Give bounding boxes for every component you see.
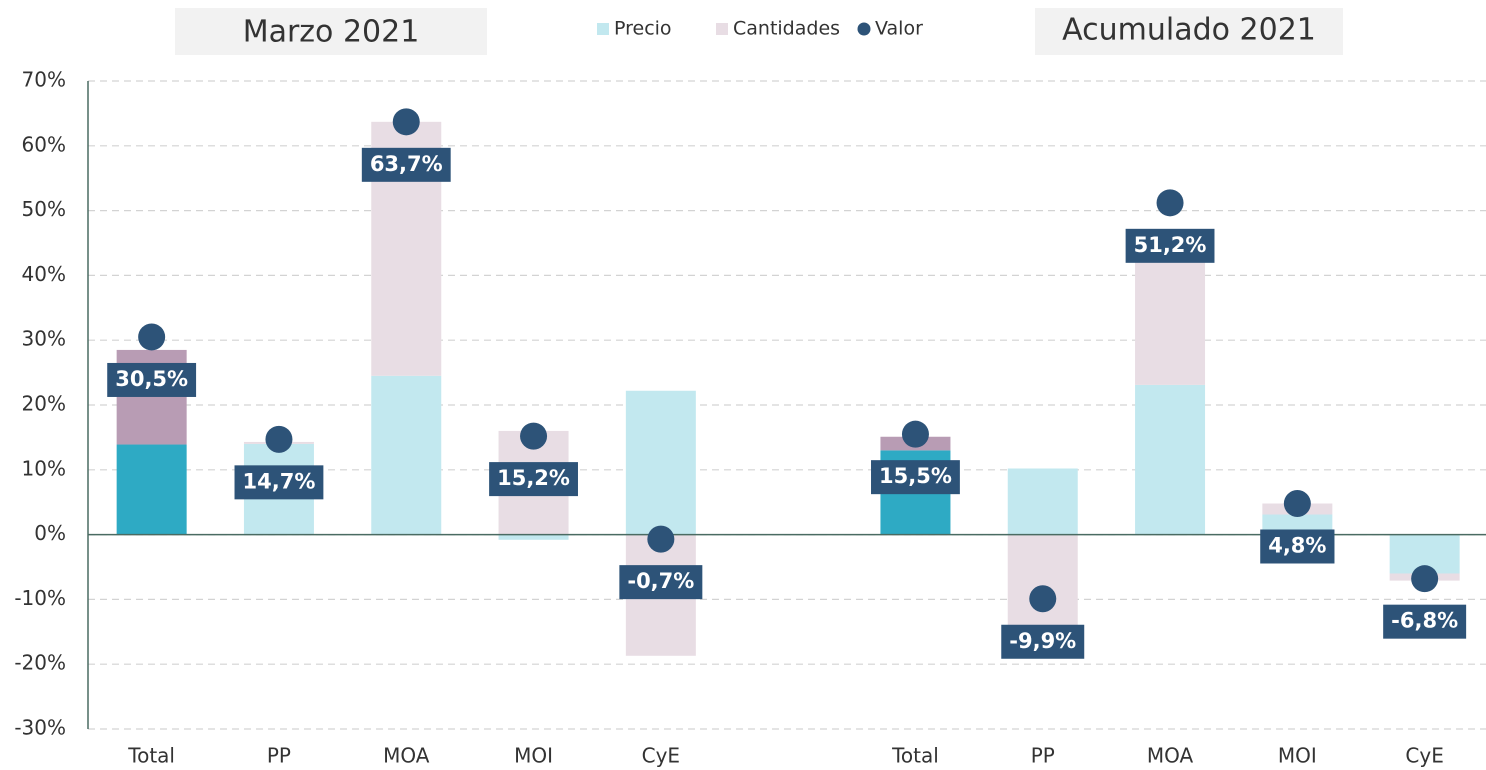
data-label: 51,2% (1125, 228, 1215, 263)
x-tick-label: Total (891, 744, 939, 768)
bar-segment (1135, 384, 1206, 535)
data-label: -6,8% (1383, 604, 1467, 639)
value-dot (1283, 489, 1311, 517)
bar-segment (625, 390, 696, 535)
group-title: Acumulado 2021 (1062, 13, 1316, 48)
data-label: 4,8% (1260, 529, 1335, 564)
data-label-box (234, 465, 324, 500)
value-dot (265, 425, 293, 453)
data-label-text: 4,8% (1268, 533, 1326, 557)
data-label-text: -0,7% (627, 569, 694, 593)
x-tick-label: MOI (1278, 744, 1317, 768)
data-label-text: 30,5% (115, 367, 188, 391)
data-label-text: 14,7% (243, 469, 316, 493)
value-dot (1156, 189, 1184, 217)
data-label-box (1260, 529, 1335, 564)
data-label-text: -6,8% (1391, 609, 1458, 633)
legend-label: Valor (875, 18, 923, 40)
bar-segment (1007, 468, 1078, 535)
data-label-box (361, 147, 451, 182)
data-label: 15,5% (871, 460, 960, 495)
bar-segment (116, 444, 187, 535)
title-box (175, 8, 487, 55)
y-tick-label: 40% (22, 262, 66, 286)
legend-swatch (857, 22, 871, 36)
data-label-text: 63,7% (370, 152, 443, 176)
data-label-box (871, 460, 960, 495)
group-title: Marzo 2021 (243, 15, 420, 50)
value-dot (1411, 565, 1439, 593)
data-label-text: 51,2% (1134, 233, 1207, 257)
value-dot (1029, 585, 1057, 613)
y-tick-label: 10% (22, 456, 66, 480)
value-dot (392, 108, 420, 136)
legend-label: Precio (614, 18, 672, 40)
x-tick-label: Total (127, 744, 175, 768)
data-label-text: 15,2% (497, 466, 570, 490)
y-tick-label: 20% (22, 392, 66, 416)
y-tick-label: -30% (14, 716, 66, 740)
y-tick-label: -10% (14, 586, 66, 610)
y-tick-label: 70% (22, 68, 66, 92)
bar-segment (371, 375, 442, 535)
x-tick-label: MOI (514, 744, 553, 768)
bar-segment (1135, 252, 1206, 385)
data-label: 15,2% (489, 462, 578, 497)
y-tick-label: -20% (14, 651, 66, 675)
x-tick-label: PP (1031, 744, 1055, 768)
legend-swatch (716, 23, 728, 35)
data-label: 30,5% (107, 362, 197, 397)
y-tick-label: 0% (34, 521, 66, 545)
title-box (1035, 8, 1343, 55)
data-label: -9,9% (1001, 624, 1085, 659)
legend-swatch (597, 23, 609, 35)
data-label-box (489, 462, 578, 497)
value-dot (901, 420, 929, 448)
x-tick-label: PP (267, 744, 291, 768)
x-tick-label: CyE (1405, 744, 1443, 768)
x-tick-label: MOA (1147, 744, 1194, 768)
x-tick-label: CyE (642, 744, 680, 768)
data-label-box (107, 362, 197, 397)
y-tick-label: 60% (22, 132, 66, 156)
legend-label: Cantidades (733, 18, 840, 40)
value-dot (138, 323, 166, 351)
bar-segment (498, 534, 569, 540)
data-label-box (619, 565, 703, 600)
value-dot (520, 422, 548, 450)
data-label: 63,7% (361, 147, 451, 182)
y-tick-label: 50% (22, 197, 66, 221)
x-tick-label: MOA (383, 744, 430, 768)
data-label: -0,7% (619, 565, 703, 600)
value-dot (647, 525, 675, 553)
data-label-text: -9,9% (1009, 629, 1076, 653)
y-tick-label: 30% (22, 327, 66, 351)
data-label-box (1001, 624, 1085, 659)
data-label-box (1383, 604, 1467, 639)
data-label-box (1125, 228, 1215, 263)
data-label-text: 15,5% (879, 464, 952, 488)
data-label: 14,7% (234, 465, 324, 500)
